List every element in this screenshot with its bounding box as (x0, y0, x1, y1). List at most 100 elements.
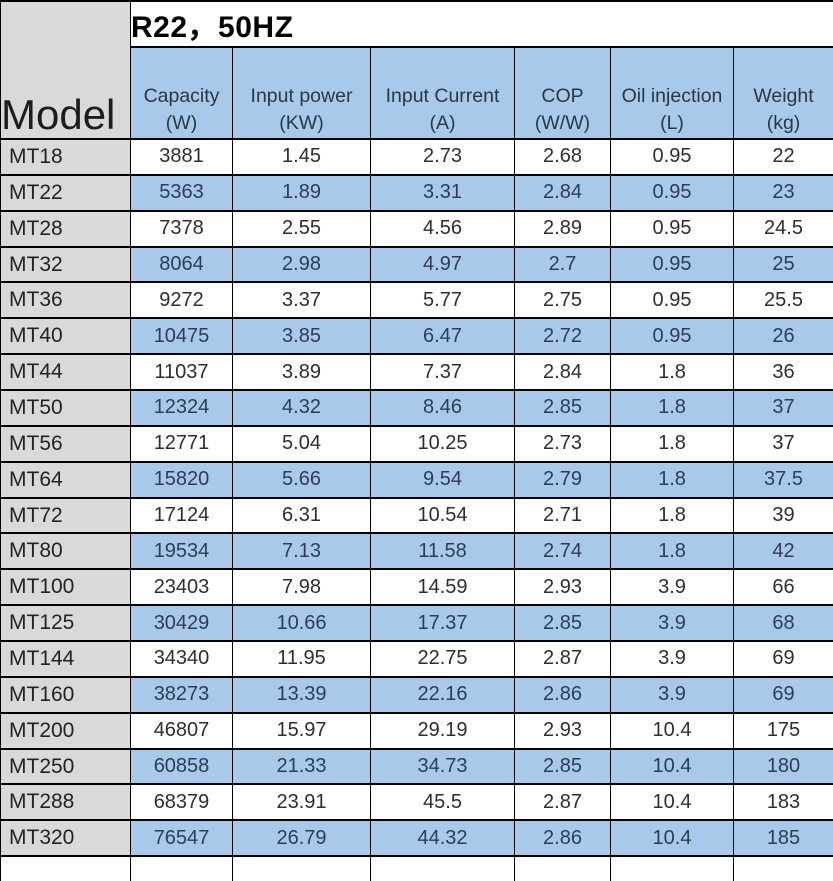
input-current-cell: 6.47 (370, 317, 515, 356)
column-header-oil-injection: Oil injection (L) (610, 46, 734, 140)
input-power-cell: 11.95 (232, 640, 371, 678)
weight-cell: 25 (733, 245, 833, 284)
weight-cell: 24.5 (733, 209, 833, 248)
column-header-cop: COP (W/W) (514, 46, 611, 140)
column-header-input-power: Input power (KW) (232, 46, 371, 140)
capacity-cell: 11037 (130, 353, 233, 392)
column-unit: (KW) (279, 112, 324, 135)
cop-cell: 2.87 (514, 783, 611, 822)
column-label: Oil injection (621, 84, 723, 107)
model-cell: MT288 (0, 783, 131, 822)
input-current-cell: 7.37 (370, 353, 515, 392)
model-cell: MT320 (0, 819, 131, 858)
capacity-cell (130, 855, 233, 881)
column-label: Weight (753, 84, 814, 107)
table-row-mt72: MT72 17124 6.31 10.54 2.71 1.8 39 (0, 496, 833, 535)
model-cell: MT22 (0, 173, 131, 212)
capacity-cell: 9272 (130, 281, 233, 320)
model-cell: MT56 (0, 424, 131, 463)
oil-injection-cell: 3.9 (610, 568, 734, 607)
weight-cell: 22 (733, 138, 833, 176)
oil-injection-cell: 1.8 (610, 424, 734, 463)
input-power-cell: 7.98 (232, 568, 371, 607)
input-current-cell: 5.77 (370, 281, 515, 320)
table-row-mt288: MT288 68379 23.91 45.5 2.87 10.4 183 (0, 783, 833, 822)
oil-injection-cell: 1.8 (610, 496, 734, 535)
weight-cell: 185 (733, 819, 833, 858)
input-current-cell: 8.46 (370, 389, 515, 427)
model-cell: MT50 (0, 389, 131, 427)
cop-cell: 2.71 (514, 496, 611, 535)
oil-injection-cell: 0.95 (610, 173, 734, 212)
weight-cell: 37.5 (733, 460, 833, 499)
table-row-mt36: MT36 9272 3.37 5.77 2.75 0.95 25.5 (0, 281, 833, 320)
input-current-cell: 10.25 (370, 424, 515, 463)
table-row-mt50: MT50 12324 4.32 8.46 2.85 1.8 37 (0, 389, 833, 427)
table-row-mt56: MT56 12771 5.04 10.25 2.73 1.8 37 (0, 424, 833, 463)
oil-injection-cell: 0.95 (610, 281, 734, 320)
table-row-mt80: MT80 19534 7.13 11.58 2.74 1.8 42 (0, 532, 833, 571)
table-body: MT18 3881 1.45 2.73 2.68 0.95 22 MT22 5363 1.89 3.… (0, 138, 833, 881)
table-row-mt22: MT22 5363 1.89 3.31 2.84 0.95 23 (0, 173, 833, 212)
table-row-mt125: MT125 30429 10.66 17.37 2.85 3.9 68 (0, 604, 833, 643)
model-column-header: Model (0, 0, 131, 140)
weight-cell: 68 (733, 604, 833, 643)
input-current-cell: 22.16 (370, 675, 515, 714)
model-cell: MT144 (0, 640, 131, 678)
oil-injection-cell: 3.9 (610, 640, 734, 678)
cop-cell: 2.86 (514, 819, 611, 858)
capacity-cell: 19534 (130, 532, 233, 571)
input-current-cell: 4.56 (370, 209, 515, 248)
cop-cell: 2.85 (514, 747, 611, 786)
input-current-cell: 44.32 (370, 819, 515, 858)
model-cell (0, 855, 131, 881)
input-power-cell: 23.91 (232, 783, 371, 822)
input-current-cell: 14.59 (370, 568, 515, 607)
oil-injection-cell: 0.95 (610, 138, 734, 176)
input-power-cell: 6.31 (232, 496, 371, 535)
input-current-cell: 11.58 (370, 532, 515, 571)
input-power-cell: 5.04 (232, 424, 371, 463)
title-row: Model R22，50HZ (0, 0, 833, 140)
capacity-cell: 60858 (130, 747, 233, 786)
cop-cell: 2.93 (514, 568, 611, 607)
model-cell: MT18 (0, 138, 131, 176)
column-header-weight: Weight (kg) (733, 46, 833, 140)
weight-cell: 26 (733, 317, 833, 356)
input-power-cell (232, 855, 371, 881)
oil-injection-cell: 1.8 (610, 460, 734, 499)
input-power-cell: 4.32 (232, 389, 371, 427)
input-power-cell: 5.66 (232, 460, 371, 499)
model-cell: MT40 (0, 317, 131, 356)
weight-cell: 175 (733, 711, 833, 750)
column-label: Input Current (385, 84, 500, 107)
oil-injection-cell: 3.9 (610, 604, 734, 643)
capacity-cell: 15820 (130, 460, 233, 499)
model-cell: MT72 (0, 496, 131, 535)
input-current-cell: 3.31 (370, 173, 515, 212)
model-cell: MT100 (0, 568, 131, 607)
cop-cell (514, 855, 611, 881)
input-current-cell: 29.19 (370, 711, 515, 750)
cop-cell: 2.86 (514, 675, 611, 714)
column-label: COP (541, 84, 584, 107)
capacity-cell: 7378 (130, 209, 233, 248)
capacity-cell: 5363 (130, 173, 233, 212)
input-power-cell: 21.33 (232, 747, 371, 786)
weight-cell: 37 (733, 389, 833, 427)
column-label: Input power (250, 84, 353, 107)
input-current-cell: 10.54 (370, 496, 515, 535)
cop-cell: 2.74 (514, 532, 611, 571)
cop-cell: 2.79 (514, 460, 611, 499)
table-row-mt200: MT200 46807 15.97 29.19 2.93 10.4 175 (0, 711, 833, 750)
oil-injection-cell: 1.8 (610, 353, 734, 392)
capacity-cell: 38273 (130, 675, 233, 714)
table-row-mt160: MT160 38273 13.39 22.16 2.86 3.9 69 (0, 675, 833, 714)
input-current-cell: 22.75 (370, 640, 515, 678)
input-current-cell: 9.54 (370, 460, 515, 499)
input-power-cell: 10.66 (232, 604, 371, 643)
page-title: R22，50HZ (130, 0, 833, 48)
capacity-cell: 76547 (130, 819, 233, 858)
model-cell: MT250 (0, 747, 131, 786)
